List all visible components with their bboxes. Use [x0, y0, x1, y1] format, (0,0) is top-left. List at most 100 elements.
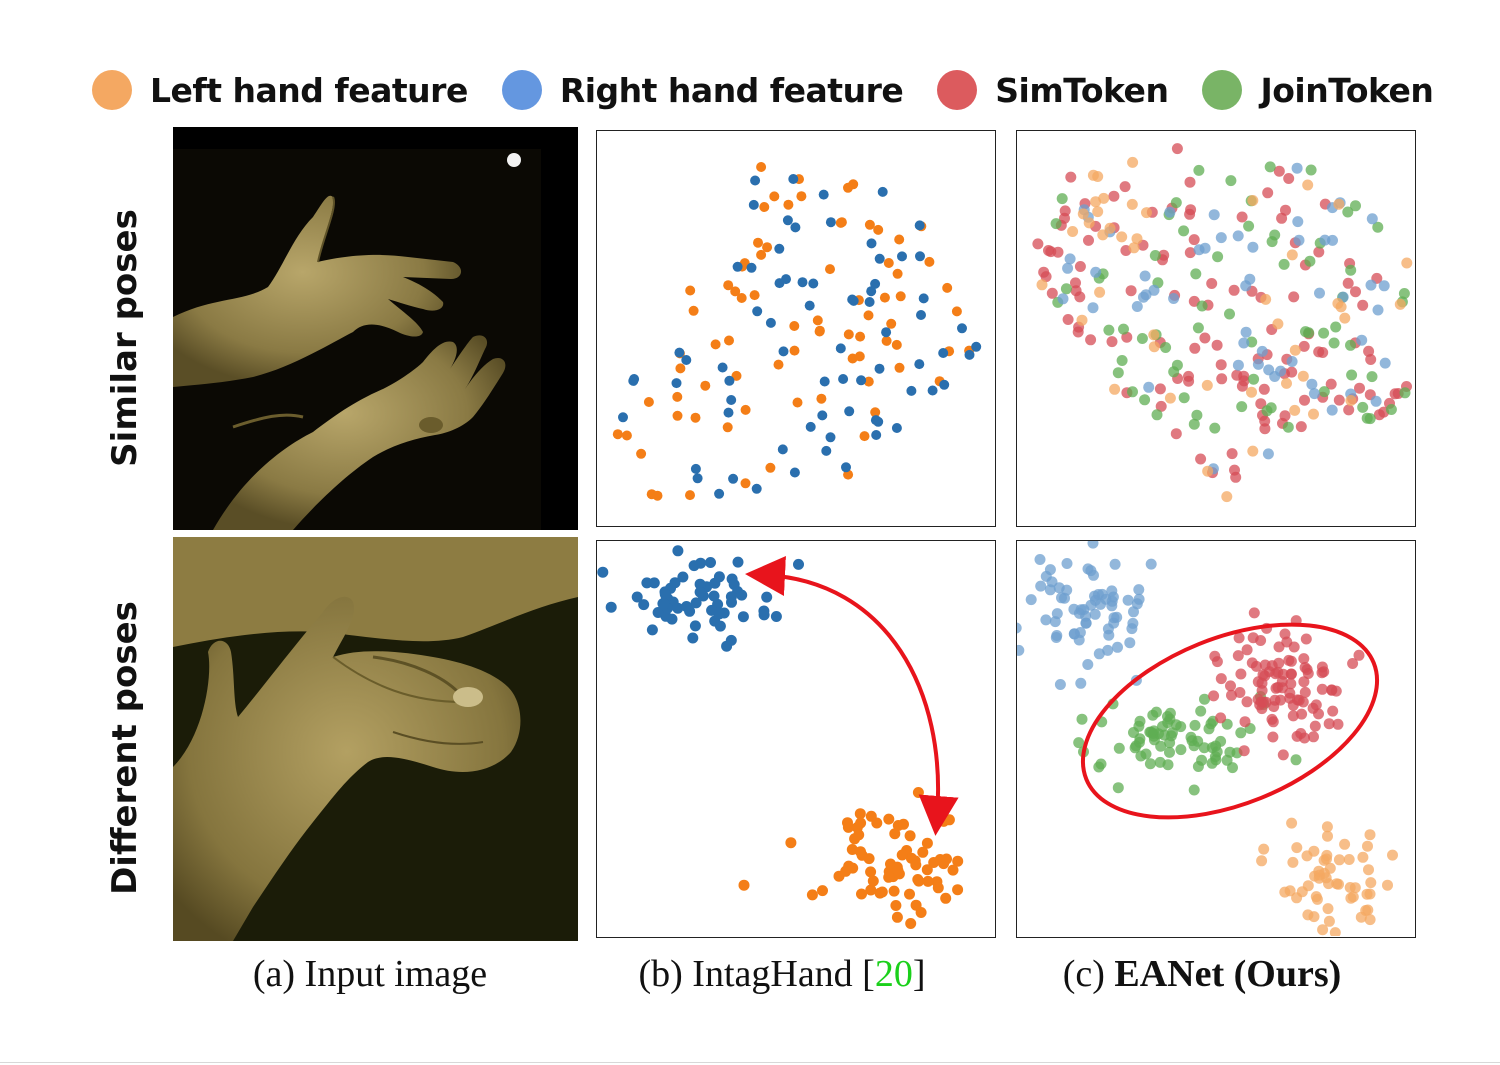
scatter-point-simtoken — [1323, 718, 1335, 730]
scatter-point-left-hand — [1329, 927, 1341, 939]
scatter-point-simtoken — [1184, 247, 1196, 259]
scatter-point-simtoken — [1188, 234, 1200, 246]
scatter-point-right-hand — [694, 578, 706, 590]
scatter-point-left-hand — [756, 162, 767, 172]
scatter-point-simtoken — [1106, 336, 1118, 348]
scatter-point-left-hand — [921, 864, 933, 876]
scatter-point-jointoken — [1188, 784, 1200, 796]
scatter-point-jointoken — [1303, 327, 1315, 339]
scatter-point-right-hand — [652, 607, 664, 618]
scatter-point-right-hand — [790, 222, 801, 233]
scatter-point-left-hand — [740, 404, 751, 415]
scatter-point-left-hand — [836, 217, 847, 228]
scatter-point-right-hand — [891, 423, 902, 433]
scatter-point-simtoken — [1363, 345, 1375, 357]
scatter-point-left-hand — [1347, 891, 1359, 903]
scatter-point-simtoken — [1333, 394, 1345, 406]
legend: Left hand feature Right hand feature SimTo… — [92, 64, 1467, 116]
scatter-point-jointoken — [1342, 206, 1354, 218]
scatter-point-jointoken — [1178, 392, 1190, 404]
scatter-point-left-hand — [856, 888, 867, 900]
scatter-point-left-hand — [769, 191, 780, 202]
scatter-point-left-hand — [1128, 242, 1140, 254]
scatter-point-jointoken — [1195, 705, 1207, 717]
scatter-point-simtoken — [1266, 660, 1278, 672]
scatter-point-simtoken — [1046, 287, 1058, 299]
scatter-point-jointoken — [1112, 367, 1124, 379]
scatter-point-left-hand — [1286, 249, 1298, 261]
scatter-point-simtoken — [1211, 339, 1223, 351]
scatter-point-simtoken — [1199, 332, 1211, 344]
scatter-point-simtoken — [1270, 682, 1282, 694]
row-label-similar-poses: Similar poses — [105, 209, 145, 467]
scatter-point-right-hand — [714, 488, 725, 499]
scatter-point-jointoken — [1133, 720, 1145, 732]
scatter-point-simtoken — [1074, 261, 1086, 272]
scatter-point-simtoken — [1038, 266, 1050, 278]
scatter-point-left-hand — [867, 875, 879, 887]
scatter-point-left-hand — [783, 199, 794, 210]
scatter-point-simtoken — [1316, 683, 1328, 695]
scatter-point-left-hand — [924, 256, 935, 267]
scatter-point-simtoken — [1285, 668, 1297, 680]
scatter-point-simtoken — [1285, 678, 1297, 690]
scatter-point-right-hand — [897, 251, 907, 262]
tsne-panel-intaghand-similar-poses — [596, 130, 996, 527]
scatter-point-left-hand — [904, 888, 915, 900]
row-label-different-poses: Different poses — [105, 601, 145, 895]
scatter-point-right-hand — [870, 278, 881, 289]
scatter-point-left-hand — [1097, 229, 1109, 241]
scatter-point-right-hand — [1089, 608, 1101, 620]
scatter-point-right-hand — [914, 220, 925, 231]
legend-label: SimToken — [995, 70, 1169, 110]
scatter-point-left-hand — [1361, 888, 1373, 900]
scatter-point-left-hand — [1324, 862, 1336, 874]
scatter-point-right-hand — [841, 462, 851, 473]
scatter-point-right-hand — [877, 186, 888, 197]
scatter-point-left-hand — [1339, 312, 1351, 324]
scatter-point-right-hand — [1143, 381, 1155, 393]
citation-link[interactable]: 20 — [874, 953, 913, 995]
scatter-point-jointoken — [1193, 164, 1205, 176]
scatter-point-simtoken — [1252, 676, 1264, 688]
scatter-point-right-hand — [1262, 448, 1274, 460]
scatter-point-left-hand — [1247, 445, 1259, 457]
scatter-point-right-hand — [808, 278, 819, 289]
scatter-point-left-hand — [892, 865, 904, 877]
scatter-point-left-hand — [1067, 226, 1079, 237]
scatter-point-right-hand — [825, 217, 836, 228]
scatter-point-left-hand — [894, 234, 905, 245]
scatter-point-left-hand — [847, 862, 859, 874]
scatter-point-right-hand — [694, 586, 706, 598]
scatter-point-left-hand — [879, 292, 890, 303]
scatter-point-left-hand — [888, 885, 900, 897]
tsne-panel-eanet-different-poses — [987, 537, 1416, 939]
scatter-point-right-hand — [1040, 614, 1052, 626]
scatter-point-left-hand — [890, 900, 902, 911]
scatter-point-right-hand — [1356, 334, 1368, 346]
scatter-point-jointoken — [1178, 225, 1190, 237]
scatter-point-left-hand — [675, 363, 686, 374]
caption-c-prefix: (c) — [1062, 953, 1115, 995]
caption-c-method: EANet (Ours) — [1114, 953, 1342, 995]
scatter-point-right-hand — [1133, 593, 1145, 605]
scatter-point-jointoken — [1243, 220, 1255, 232]
scatter-point-left-hand — [894, 362, 905, 373]
scatter-point-right-hand — [724, 375, 735, 386]
scatter-point-left-hand — [952, 855, 964, 867]
scatter-point-right-hand — [1215, 232, 1227, 244]
scatter-point-simtoken — [1313, 246, 1325, 258]
scatter-point-jointoken — [1225, 175, 1237, 187]
scatter-point-simtoken — [1215, 673, 1227, 685]
scatter-point-right-hand — [692, 473, 703, 484]
scatter-point-simtoken — [1259, 423, 1271, 435]
scatter-point-right-hand — [797, 277, 808, 288]
scatter-point-simtoken — [1226, 448, 1238, 460]
scatter-point-jointoken — [1236, 401, 1248, 413]
scatter-point-right-hand — [1252, 358, 1264, 370]
scatter-point-jointoken — [1372, 221, 1384, 233]
scatter-point-simtoken — [1298, 340, 1310, 352]
scatter-point-left-hand — [1260, 293, 1272, 305]
scatter-point-right-hand — [838, 374, 849, 384]
scatter-point-right-hand — [1095, 598, 1106, 610]
